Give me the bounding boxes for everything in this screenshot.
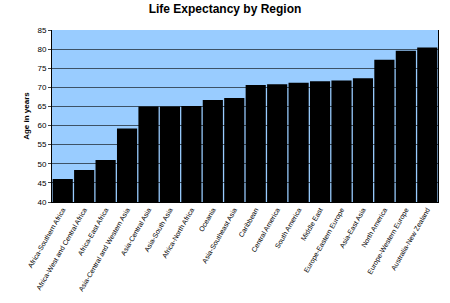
svg-text:Caribbean: Caribbean: [237, 207, 259, 239]
svg-text:45: 45: [37, 179, 46, 188]
svg-text:65: 65: [37, 102, 46, 111]
svg-text:South America: South America: [274, 207, 303, 250]
svg-text:Asia-East Asia: Asia-East Asia: [338, 207, 367, 250]
svg-text:Africa-West and Central Africa: Africa-West and Central Africa: [35, 207, 88, 292]
svg-text:Asia-South Asia: Asia-South Asia: [143, 207, 174, 253]
svg-text:Asia-Southeast Asia: Asia-Southeast Asia: [201, 207, 238, 265]
svg-text:Oceania: Oceania: [198, 207, 217, 233]
svg-text:Africa-Southern Africa: Africa-Southern Africa: [27, 207, 67, 270]
svg-text:North America: North America: [360, 207, 388, 249]
svg-text:Africa-North Africa: Africa-North Africa: [161, 207, 196, 260]
svg-text:Asia-Central and Western Asia: Asia-Central and Western Asia: [77, 207, 131, 293]
svg-text:85: 85: [37, 26, 46, 35]
svg-text:80: 80: [37, 45, 46, 54]
svg-text:40: 40: [37, 198, 46, 207]
svg-text:75: 75: [37, 64, 46, 73]
svg-text:Middle East: Middle East: [300, 207, 324, 242]
svg-text:Europe-Western Europe: Europe-Western Europe: [366, 207, 411, 276]
svg-text:Life Expectancy by Region: Life Expectancy by Region: [149, 2, 302, 16]
svg-text:Europe-Eastern Europe: Europe-Eastern Europe: [303, 207, 347, 275]
svg-text:Central America: Central America: [250, 207, 281, 254]
svg-text:70: 70: [37, 83, 46, 92]
svg-text:60: 60: [37, 121, 46, 130]
svg-text:55: 55: [37, 140, 46, 149]
svg-text:Africa-East Africa: Africa-East Africa: [77, 207, 110, 257]
svg-text:Australia-New Zealand: Australia-New Zealand: [390, 207, 432, 272]
svg-text:Asia-Central Asia: Asia-Central Asia: [119, 207, 152, 257]
svg-text:Age in years: Age in years: [22, 92, 31, 140]
svg-text:50: 50: [37, 160, 46, 169]
